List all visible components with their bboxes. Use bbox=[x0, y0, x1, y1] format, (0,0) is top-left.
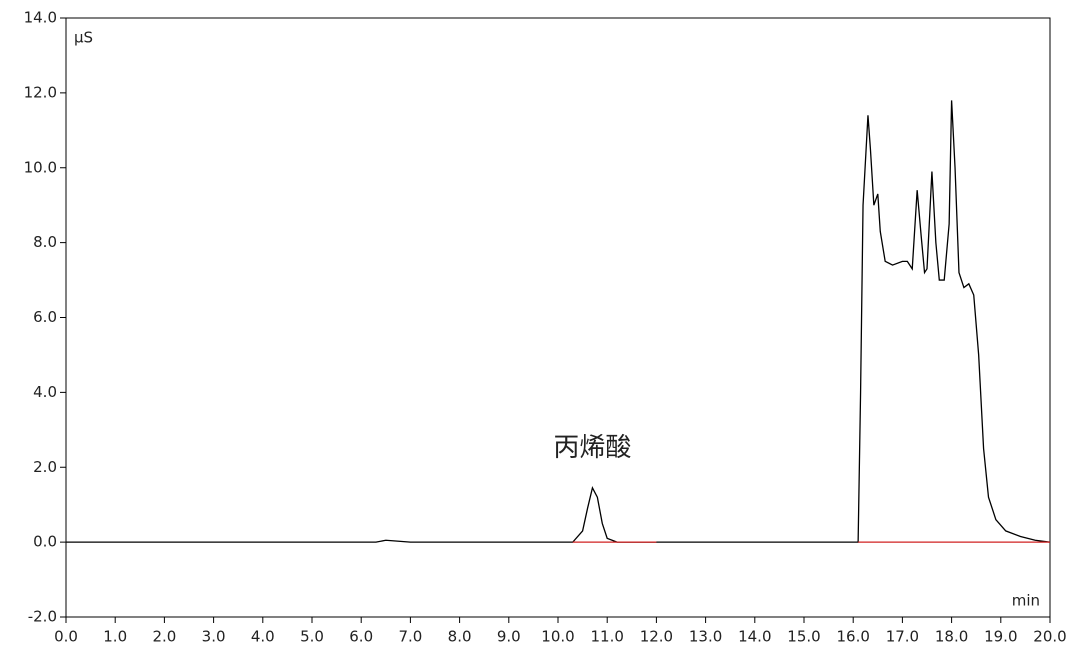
x-tick-label: 7.0 bbox=[398, 628, 422, 646]
x-tick-label: 2.0 bbox=[152, 628, 176, 646]
x-tick-label: 15.0 bbox=[787, 628, 820, 646]
y-tick-label: 0.0 bbox=[33, 533, 57, 551]
x-tick-label: 11.0 bbox=[590, 628, 623, 646]
x-tick-label: 12.0 bbox=[640, 628, 673, 646]
x-tick-label: 20.0 bbox=[1033, 628, 1066, 646]
x-tick-label: 9.0 bbox=[497, 628, 521, 646]
y-tick-label: 8.0 bbox=[33, 233, 57, 251]
x-tick-label: 18.0 bbox=[935, 628, 968, 646]
x-tick-label: 6.0 bbox=[349, 628, 373, 646]
y-tick-label: 10.0 bbox=[24, 158, 57, 176]
y-tick-label: 12.0 bbox=[24, 83, 57, 101]
y-tick-label: 6.0 bbox=[33, 308, 57, 326]
y-tick-label: 4.0 bbox=[33, 383, 57, 401]
x-tick-label: 5.0 bbox=[300, 628, 324, 646]
x-tick-label: 19.0 bbox=[984, 628, 1017, 646]
y-tick-label: -2.0 bbox=[28, 608, 57, 626]
x-tick-label: 8.0 bbox=[448, 628, 472, 646]
y-tick-label: 14.0 bbox=[24, 9, 57, 27]
x-axis-label: min bbox=[1012, 592, 1040, 610]
y-tick-label: 2.0 bbox=[33, 458, 57, 476]
trace bbox=[66, 100, 1051, 543]
x-tick-label: 1.0 bbox=[103, 628, 127, 646]
plot-frame bbox=[65, 17, 1051, 618]
annotation: 丙烯酸 bbox=[553, 433, 631, 463]
x-tick-label: 10.0 bbox=[541, 628, 574, 646]
x-tick-label: 3.0 bbox=[202, 628, 226, 646]
x-tick-label: 4.0 bbox=[251, 628, 275, 646]
x-tick-label: 14.0 bbox=[738, 628, 771, 646]
x-tick-label: 16.0 bbox=[836, 628, 869, 646]
y-axis-label: μS bbox=[74, 29, 93, 47]
x-tick-label: 0.0 bbox=[54, 628, 78, 646]
x-tick-label: 13.0 bbox=[689, 628, 722, 646]
x-tick-label: 17.0 bbox=[886, 628, 919, 646]
